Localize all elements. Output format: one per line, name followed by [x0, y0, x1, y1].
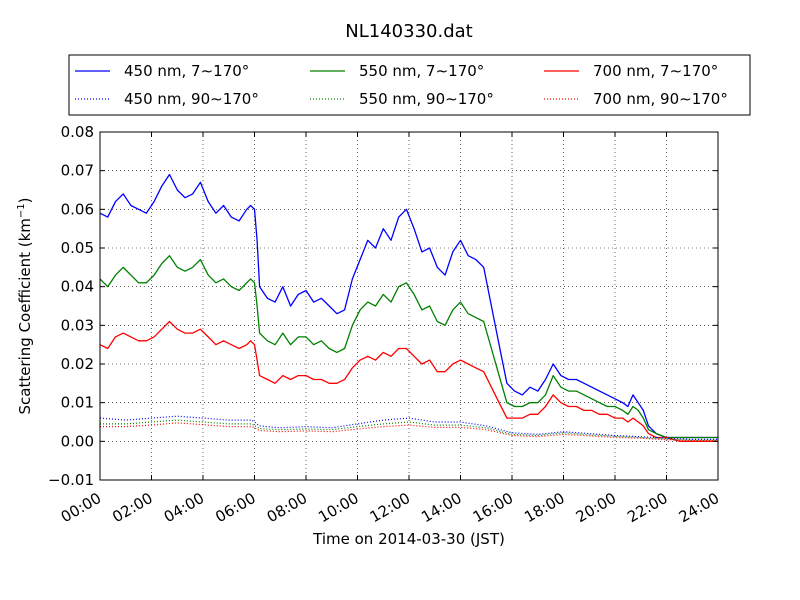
- y-tick-label: 0.08: [61, 123, 94, 141]
- x-tick-label: 06:00: [212, 489, 258, 526]
- x-axis-label: Time on 2014-03-30 (JST): [312, 530, 505, 548]
- series-line-2: [99, 255, 718, 439]
- x-tick-label: 02:00: [109, 489, 155, 526]
- x-tick-label: 14:00: [418, 489, 464, 526]
- chart-title: NL140330.dat: [345, 21, 472, 42]
- x-tick-label: 12:00: [367, 489, 413, 526]
- y-tick-label: 0.00: [61, 432, 94, 450]
- series-line-5: [100, 419, 718, 441]
- y-axis-label: Scattering Coefficient (km−1): [16, 197, 34, 414]
- series-line-6: [100, 422, 718, 442]
- y-tick-label: −0.01: [48, 471, 94, 489]
- series-line-3: [99, 320, 718, 442]
- y-axis-label-superscript: −1: [16, 203, 27, 218]
- series-line-1: [99, 173, 718, 439]
- axis-ticks: 00:00 02:00 04:00 06:00 08:00 10:00 12:00 14:00…: [48, 123, 722, 526]
- x-tick-label: 04:00: [161, 489, 207, 526]
- legend-entries: 450 nm, 7∼170° 550 nm, 7∼170° 700 nm, 7∼17…: [75, 62, 728, 108]
- legend-label-3: 700 nm, 7∼170°: [593, 62, 718, 80]
- x-tick-label: 00:00: [58, 489, 104, 526]
- x-tick-label: 22:00: [624, 489, 670, 526]
- y-tick-label: 0.05: [61, 239, 94, 257]
- x-tick-label: 10:00: [315, 489, 361, 526]
- x-tick-label: 18:00: [521, 489, 567, 526]
- series-layer: [99, 173, 718, 442]
- y-tick-label: 0.06: [61, 200, 94, 218]
- legend-label-2: 550 nm, 7∼170°: [359, 62, 484, 80]
- x-tick-label: 16:00: [470, 489, 516, 526]
- grid: [100, 132, 718, 480]
- legend: [68, 54, 751, 116]
- y-axis-label-end: ): [16, 197, 34, 203]
- legend-label-1: 450 nm, 7∼170°: [124, 62, 249, 80]
- legend-label-6: 700 nm, 90∼170°: [593, 90, 728, 108]
- y-tick-label: 0.04: [61, 278, 94, 296]
- x-tick-label: 08:00: [264, 489, 310, 526]
- y-tick-label: 0.07: [61, 162, 94, 180]
- x-tick-label: 20:00: [573, 489, 619, 526]
- legend-label-5: 550 nm, 90∼170°: [359, 90, 494, 108]
- y-tick-label: 0.02: [61, 355, 94, 373]
- x-tick-label: 24:00: [676, 489, 722, 526]
- y-tick-label: 0.03: [61, 316, 94, 334]
- y-tick-label: 0.01: [61, 394, 94, 412]
- legend-label-4: 450 nm, 90∼170°: [124, 90, 259, 108]
- y-axis-label-main: Scattering Coefficient (km: [16, 218, 34, 414]
